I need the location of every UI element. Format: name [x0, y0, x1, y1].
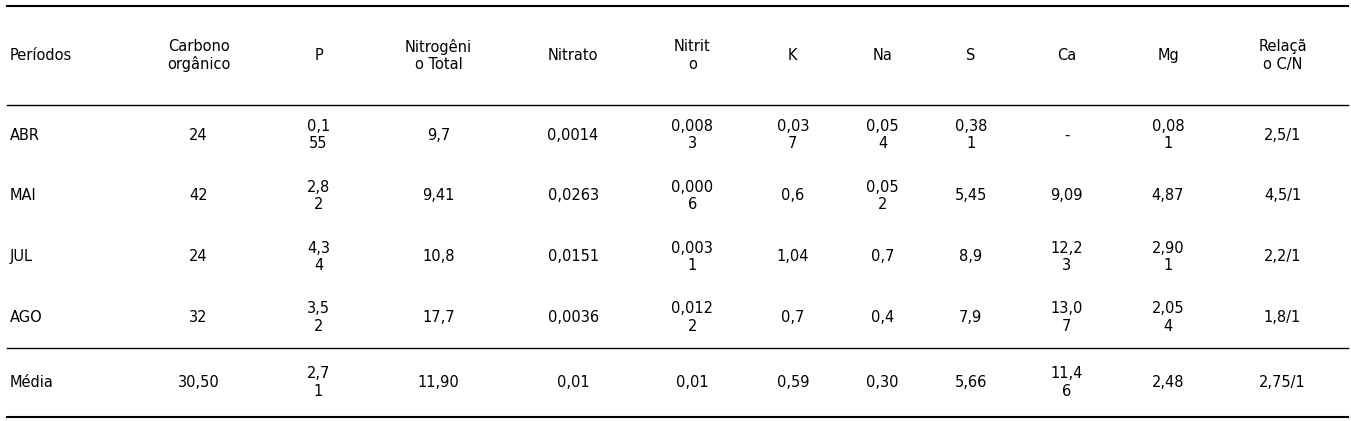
Text: 11,90: 11,90	[417, 375, 459, 390]
Text: S: S	[966, 48, 975, 63]
Text: 2,8
2: 2,8 2	[307, 180, 330, 212]
Text: 10,8: 10,8	[423, 249, 455, 264]
Text: Períodos: Períodos	[9, 48, 72, 63]
Text: 42: 42	[189, 189, 208, 203]
Text: Mg: Mg	[1158, 48, 1179, 63]
Text: JUL: JUL	[9, 249, 32, 264]
Text: 0,03
7: 0,03 7	[777, 119, 809, 152]
Text: 0,6: 0,6	[781, 189, 804, 203]
Text: Média: Média	[9, 375, 53, 390]
Text: 13,0
7: 13,0 7	[1051, 301, 1084, 334]
Text: 2,75/1: 2,75/1	[1259, 375, 1306, 390]
Text: 2,48: 2,48	[1152, 375, 1185, 390]
Text: 4,3
4: 4,3 4	[307, 240, 330, 273]
Text: 0,008
3: 0,008 3	[671, 119, 713, 152]
Text: 0,0036: 0,0036	[547, 310, 598, 325]
Text: 0,7: 0,7	[871, 249, 894, 264]
Text: 4,5/1: 4,5/1	[1265, 189, 1301, 203]
Text: K: K	[788, 48, 797, 63]
Text: Nitrato: Nitrato	[549, 48, 598, 63]
Text: 32: 32	[189, 310, 208, 325]
Text: 12,2
3: 12,2 3	[1050, 240, 1084, 273]
Text: 7,9: 7,9	[959, 310, 982, 325]
Text: 0,0014: 0,0014	[547, 128, 598, 143]
Text: 0,7: 0,7	[781, 310, 804, 325]
Text: 30,50: 30,50	[178, 375, 219, 390]
Text: Ca: Ca	[1056, 48, 1077, 63]
Text: 0,38
1: 0,38 1	[955, 119, 988, 152]
Text: 0,08
1: 0,08 1	[1151, 119, 1185, 152]
Text: 2,90
1: 2,90 1	[1151, 240, 1185, 273]
Text: 0,0151: 0,0151	[547, 249, 598, 264]
Text: AGO: AGO	[9, 310, 42, 325]
Text: 9,41: 9,41	[423, 189, 455, 203]
Text: Nitrit
o: Nitrit o	[674, 40, 711, 72]
Text: 0,1
55: 0,1 55	[307, 119, 330, 152]
Text: Carbono
orgânico: Carbono orgânico	[168, 39, 230, 72]
Text: 0,012
2: 0,012 2	[671, 301, 713, 334]
Text: 2,5/1: 2,5/1	[1263, 128, 1301, 143]
Text: 1,8/1: 1,8/1	[1265, 310, 1301, 325]
Text: 4,87: 4,87	[1152, 189, 1185, 203]
Text: 5,45: 5,45	[955, 189, 988, 203]
Text: 0,30: 0,30	[866, 375, 898, 390]
Text: 8,9: 8,9	[959, 249, 982, 264]
Text: 0,05
2: 0,05 2	[866, 180, 898, 212]
Text: 0,05
4: 0,05 4	[866, 119, 898, 152]
Text: -: -	[1065, 128, 1070, 143]
Text: P: P	[315, 48, 323, 63]
Text: 17,7: 17,7	[422, 310, 455, 325]
Text: Na: Na	[873, 48, 893, 63]
Text: 24: 24	[189, 249, 208, 264]
Text: 0,01: 0,01	[557, 375, 589, 390]
Text: MAI: MAI	[9, 189, 36, 203]
Text: 24: 24	[189, 128, 208, 143]
Text: 0,4: 0,4	[871, 310, 894, 325]
Text: 0,01: 0,01	[676, 375, 708, 390]
Text: 0,000
6: 0,000 6	[671, 180, 713, 212]
Text: 3,5
2: 3,5 2	[307, 301, 330, 334]
Text: 11,4
6: 11,4 6	[1051, 366, 1084, 399]
Text: 5,66: 5,66	[955, 375, 988, 390]
Text: 9,7: 9,7	[427, 128, 450, 143]
Text: 9,09: 9,09	[1051, 189, 1084, 203]
Text: 2,05
4: 2,05 4	[1151, 301, 1185, 334]
Text: 2,2/1: 2,2/1	[1263, 249, 1301, 264]
Text: Nitrogêni
o Total: Nitrogêni o Total	[405, 39, 471, 72]
Text: Relaçã
o C/N: Relaçã o C/N	[1258, 40, 1306, 72]
Text: 0,59: 0,59	[777, 375, 809, 390]
Text: 2,7
1: 2,7 1	[307, 366, 330, 399]
Text: ABR: ABR	[9, 128, 39, 143]
Text: 0,003
1: 0,003 1	[671, 240, 713, 273]
Text: 0,0263: 0,0263	[547, 189, 598, 203]
Text: 1,04: 1,04	[777, 249, 809, 264]
